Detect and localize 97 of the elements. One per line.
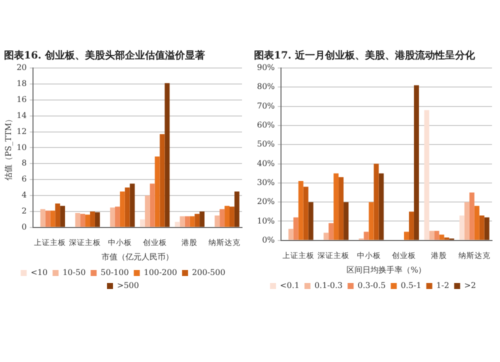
bar (120, 192, 125, 227)
y-tick-label: 10% (257, 216, 276, 226)
y-tick-label: 12 (16, 126, 27, 136)
bar (378, 173, 384, 240)
y-tick-label: 16 (16, 94, 27, 104)
legend-label: 100-200 (144, 268, 178, 278)
bar (328, 223, 334, 240)
y-tick-label: 10 (16, 142, 27, 152)
bar (334, 173, 339, 240)
bar (80, 214, 86, 227)
bar (459, 216, 464, 240)
bar (220, 209, 225, 227)
bar (344, 202, 349, 240)
bar (214, 215, 220, 227)
bar (40, 209, 46, 227)
bar (308, 202, 314, 240)
bar (50, 210, 56, 227)
legend-label: 200-500 (192, 268, 226, 278)
bar (439, 234, 444, 240)
y-tick-label: 20% (257, 197, 276, 206)
bar (160, 134, 165, 227)
y-tick-label: 8 (22, 158, 27, 168)
bar (303, 186, 308, 240)
y-tick-label: 18 (16, 79, 27, 88)
chart-title: 图表17. 近一月创业板、美股、港股流动性呈分化 (254, 50, 476, 62)
bar (75, 213, 80, 227)
bar (85, 214, 90, 227)
bar (434, 230, 440, 240)
y-tick-label: 50% (257, 140, 276, 149)
bar (324, 232, 329, 240)
legend-label: >500 (117, 281, 139, 290)
y-tick-label: 20 (16, 63, 27, 72)
bar (230, 206, 234, 227)
bar (364, 232, 369, 240)
bar (144, 196, 150, 227)
bar (374, 164, 379, 240)
bar (115, 206, 120, 227)
y-tick-label: 14 (16, 110, 27, 120)
legend-label: 0.3-0.5 (358, 281, 386, 290)
bar (194, 214, 200, 227)
bar (288, 228, 294, 240)
bar (184, 216, 190, 227)
bar (124, 188, 130, 227)
y-tick-label: 60% (257, 120, 276, 130)
bar (479, 216, 484, 240)
bar (338, 177, 344, 240)
bar (298, 181, 304, 240)
legend-label: <0.1 (280, 281, 300, 290)
x-axis-title: 市值（亿元人民币） (101, 252, 174, 262)
bar (190, 216, 195, 227)
bar (150, 184, 155, 227)
bar (130, 184, 135, 227)
bar (164, 83, 170, 227)
bar (424, 110, 430, 240)
bar (368, 202, 374, 240)
bar (174, 222, 180, 227)
y-tick-label: 40% (257, 158, 276, 168)
bar (110, 207, 116, 227)
legend-label: <10 (30, 268, 48, 278)
bar (484, 217, 490, 240)
bar (469, 192, 474, 240)
legend-label: 10-50 (62, 268, 86, 278)
y-tick-label: 90% (257, 63, 276, 72)
bar (293, 217, 298, 240)
y-tick-label: 80% (257, 82, 276, 92)
y-tick-label: 2 (22, 206, 27, 216)
y-tick-label: 6 (22, 174, 27, 184)
y-tick-label: 0% (262, 235, 276, 244)
bar (234, 192, 240, 227)
legend-label: 50-100 (100, 268, 129, 278)
y-tick-label: 0 (22, 222, 27, 232)
bar (404, 232, 409, 240)
bar (200, 211, 205, 227)
x-axis-title: 区间日均换手率（%） (346, 265, 426, 274)
legend-label: >2 (464, 281, 476, 290)
y-tick-label: 30% (257, 178, 276, 188)
bar (90, 211, 95, 227)
legend-label: 1-2 (436, 281, 450, 290)
bar (464, 202, 470, 240)
bar (429, 230, 434, 240)
y-axis-title: 估值（PS_TTM） (4, 114, 13, 181)
legend-label: 0.5-1 (400, 281, 422, 290)
bar (180, 216, 185, 227)
y-tick-label: 4 (22, 190, 27, 200)
bar (140, 219, 145, 227)
bar (45, 210, 50, 227)
chart-title: 图表16. 创业板、美股头部企业估值溢价显著 (4, 50, 205, 62)
bar (474, 206, 480, 240)
bar (224, 206, 230, 227)
legend-label: 0.1-0.3 (314, 281, 343, 290)
bar (414, 85, 419, 240)
bar (94, 212, 100, 227)
bar (55, 203, 60, 227)
bar (60, 206, 66, 227)
bar (154, 156, 160, 227)
bar (408, 212, 414, 240)
y-tick-label: 70% (257, 101, 276, 110)
